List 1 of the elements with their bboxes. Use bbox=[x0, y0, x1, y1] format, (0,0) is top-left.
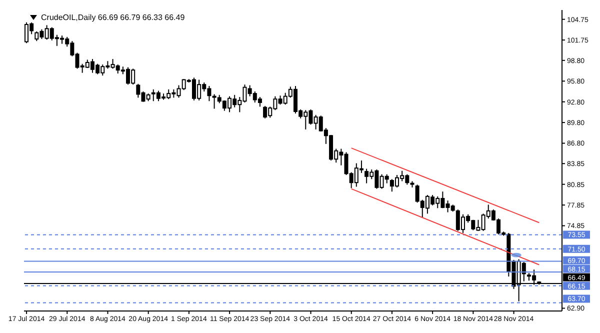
chart-title: CrudeOIL,Daily 66.69 66.79 66.33 66.49 bbox=[41, 13, 185, 22]
